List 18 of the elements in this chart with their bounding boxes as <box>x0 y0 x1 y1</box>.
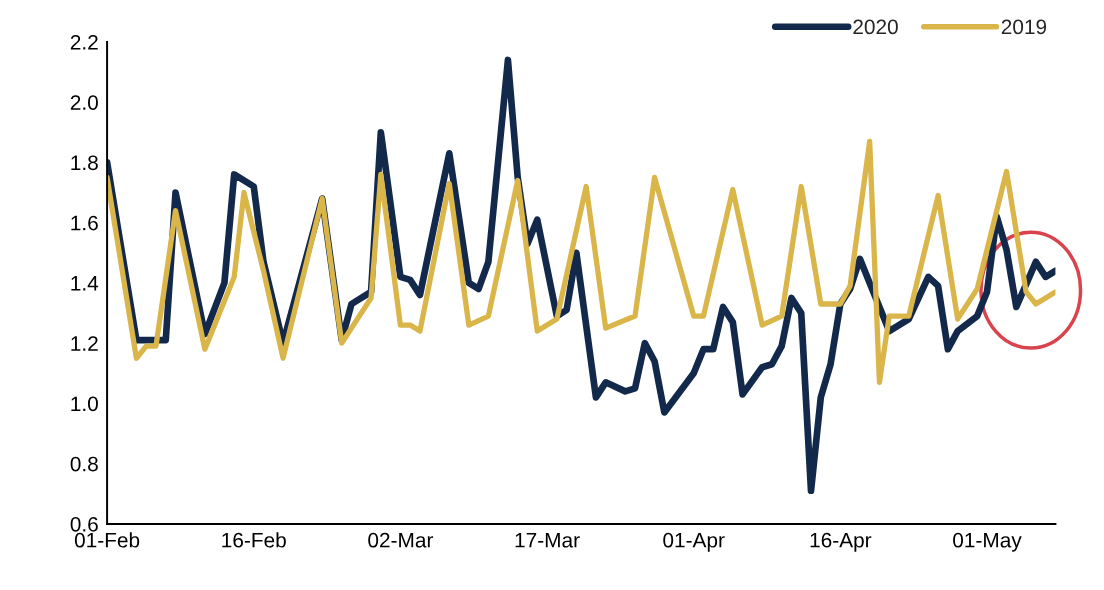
y-tick-label: 0.8 <box>70 456 98 472</box>
y-tick-label: 1.0 <box>71 396 98 412</box>
x-tick-label: 01-Feb <box>74 532 140 548</box>
y-tick-label: 1.6 <box>71 215 98 231</box>
x-tick-label: 01-May <box>953 532 1022 552</box>
x-tick-label: 16-Feb <box>222 532 286 548</box>
y-tick-label: 1.4 <box>71 276 99 291</box>
y-tick-label: 1.2 <box>71 336 98 351</box>
x-tick-label: 02-Mar <box>368 532 434 548</box>
y-tick-label: 0.6 <box>70 516 98 532</box>
x-tick-label: 17-Mar <box>515 533 580 548</box>
y-tick-label: 2.2 <box>70 34 98 50</box>
legend-label: 2019 <box>1001 19 1047 35</box>
x-tick-label: 16-Apr <box>810 532 872 552</box>
x-tick-label: 01-Apr <box>663 532 725 552</box>
y-tick-label: 2.0 <box>70 95 98 110</box>
y-tick-label: 1.8 <box>71 155 98 171</box>
legend-label: 2020 <box>853 19 898 35</box>
